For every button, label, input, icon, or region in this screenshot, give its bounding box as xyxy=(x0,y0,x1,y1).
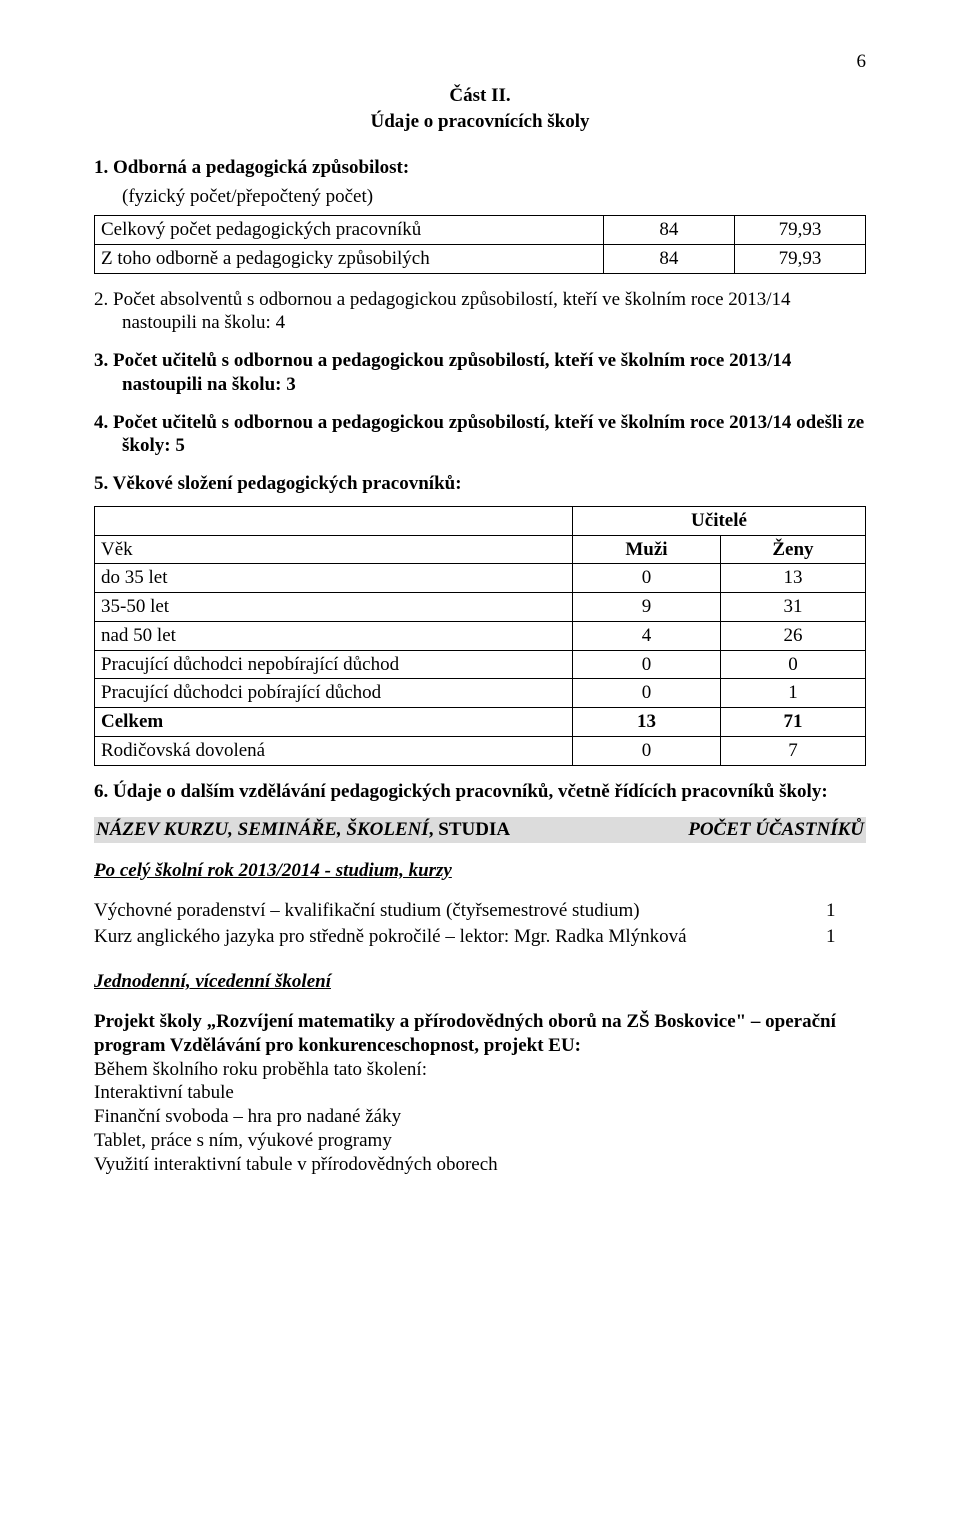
item3-lead: 3. xyxy=(94,350,108,371)
cell-label: Pracující důchodci pobírající důchod xyxy=(95,679,573,708)
cell-label: Celkový počet pedagogických pracovníků xyxy=(95,216,604,245)
cell-value: 9 xyxy=(573,593,721,622)
cell-value: 0 xyxy=(573,564,721,593)
cell-label: nad 50 let xyxy=(95,621,573,650)
cell-value: 7 xyxy=(720,736,865,765)
project-line4: Finanční svoboda – hra pro nadané žáky xyxy=(94,1105,866,1129)
cell-label: do 35 let xyxy=(95,564,573,593)
item6: 6. Údaje o dalším vzdělávání pedagogický… xyxy=(94,780,866,804)
study-line-text: Kurz anglického jazyka pro středně pokro… xyxy=(94,925,687,949)
cell-value: 71 xyxy=(720,708,865,737)
item4: 4. Počet učitelů s odbornou a pedagogick… xyxy=(94,411,866,459)
table-row: do 35 let 0 13 xyxy=(95,564,866,593)
cell-value: 4 xyxy=(573,621,721,650)
project-line5: Tablet, práce s ním, výukové programy xyxy=(94,1129,866,1153)
cell-value: 31 xyxy=(720,593,865,622)
project-line6: Využití interaktivní tabule v přírodověd… xyxy=(94,1153,866,1177)
item6-text: Údaje o dalším vzdělávání pedagogických … xyxy=(113,781,828,802)
table-row: nad 50 let 4 26 xyxy=(95,621,866,650)
item2: 2. Počet absolventů s odbornou a pedagog… xyxy=(94,288,866,336)
item1-title: Odborná a pedagogická způsobilost: xyxy=(113,157,409,178)
training-heading: Jednodenní, vícedenní školení xyxy=(94,970,866,994)
study-line-text: Výchovné poradenství – kvalifikační stud… xyxy=(94,899,640,923)
cell-value: 0 xyxy=(720,650,865,679)
table-row: Rodičovská dovolená 0 7 xyxy=(95,736,866,765)
table-row: Věk Muži Ženy xyxy=(95,535,866,564)
table-row: Učitelé xyxy=(95,506,866,535)
study-line-count: 1 xyxy=(826,925,866,949)
project-line2: Během školního roku proběhla tato školen… xyxy=(94,1058,866,1082)
item4-text: Počet učitelů s odbornou a pedagogickou … xyxy=(113,412,864,457)
table-row: Z toho odborně a pedagogicky způsobilých… xyxy=(95,244,866,273)
item1-sub: (fyzický počet/přepočtený počet) xyxy=(122,185,866,209)
cell-value: 84 xyxy=(603,216,734,245)
grey-left: NÁZEV KURZU, SEMINÁŘE, ŠKOLENÍ xyxy=(96,819,429,840)
item3: 3. Počet učitelů s odbornou a pedagogick… xyxy=(94,349,866,397)
cell-label: Rodičovská dovolená xyxy=(95,736,573,765)
cell-value: 26 xyxy=(720,621,865,650)
table-row: Pracující důchodci pobírající důchod 0 1 xyxy=(95,679,866,708)
project-line3: Interaktivní tabule xyxy=(94,1081,866,1105)
cell-value: 13 xyxy=(720,564,865,593)
item5: 5. Věkové složení pedagogických pracovní… xyxy=(94,472,866,496)
training-heading-text: Jednodenní, vícedenní školení xyxy=(94,971,331,992)
item5-lead: 5. xyxy=(94,473,108,494)
section-title: Část II. xyxy=(94,84,866,108)
cell-value: 79,93 xyxy=(734,216,865,245)
table-age-composition: Učitelé Věk Muži Ženy do 35 let 0 13 35-… xyxy=(94,506,866,766)
cell-label: Z toho odborně a pedagogicky způsobilých xyxy=(95,244,604,273)
cell-value: 13 xyxy=(573,708,721,737)
project-line1: Projekt školy „Rozvíjení matematiky a př… xyxy=(94,1010,866,1058)
col-women: Ženy xyxy=(720,535,865,564)
table-row: Celkem 13 71 xyxy=(95,708,866,737)
cell-value: 84 xyxy=(603,244,734,273)
page-number: 6 xyxy=(857,50,867,74)
table-row: 35-50 let 9 31 xyxy=(95,593,866,622)
section-subtitle: Údaje o pracovnících školy xyxy=(94,110,866,134)
cell-value: 79,93 xyxy=(734,244,865,273)
item5-title: Věkové složení pedagogických pracovníků: xyxy=(113,473,462,494)
cell-value: 0 xyxy=(573,736,721,765)
item6-lead: 6. xyxy=(94,781,108,802)
cell-value: 1 xyxy=(720,679,865,708)
group-header: Učitelé xyxy=(573,506,866,535)
study-heading: Po celý školní rok 2013/2014 - studium, … xyxy=(94,859,866,883)
study-heading-text: Po celý školní rok 2013/2014 - studium, … xyxy=(94,860,452,881)
study-line: Výchovné poradenství – kvalifikační stud… xyxy=(94,899,866,923)
grey-header: NÁZEV KURZU, SEMINÁŘE, ŠKOLENÍ, STUDIA P… xyxy=(94,817,866,843)
grey-right: POČET ÚČASTNÍKŮ xyxy=(688,818,864,842)
col-age: Věk xyxy=(95,535,573,564)
cell-label: Celkem xyxy=(95,708,573,737)
col-men: Muži xyxy=(573,535,721,564)
cell-value: 0 xyxy=(573,679,721,708)
table-staff-totals: Celkový počet pedagogických pracovníků 8… xyxy=(94,215,866,274)
item4-lead: 4. xyxy=(94,412,108,433)
study-line: Kurz anglického jazyka pro středně pokro… xyxy=(94,925,866,949)
item2-text: Počet absolventů s odbornou a pedagogick… xyxy=(113,289,791,334)
cell-label: 35-50 let xyxy=(95,593,573,622)
table-row: Celkový počet pedagogických pracovníků 8… xyxy=(95,216,866,245)
item2-lead: 2. xyxy=(94,289,108,310)
table-row: Pracující důchodci nepobírající důchod 0… xyxy=(95,650,866,679)
grey-left2: , STUDIA xyxy=(429,819,510,840)
item1-lead: 1. xyxy=(94,157,108,178)
cell-value: 0 xyxy=(573,650,721,679)
item3-text: Počet učitelů s odbornou a pedagogickou … xyxy=(113,350,791,395)
cell-label: Pracující důchodci nepobírající důchod xyxy=(95,650,573,679)
study-line-count: 1 xyxy=(826,899,866,923)
